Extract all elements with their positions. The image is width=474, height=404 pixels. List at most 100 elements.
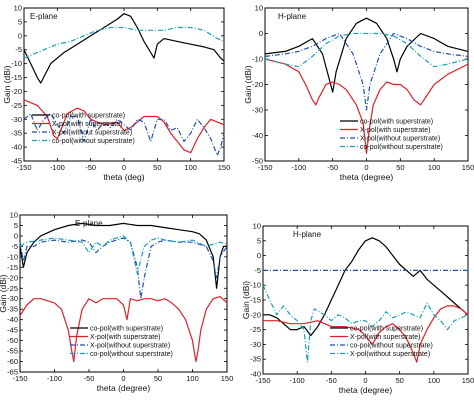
x-axis-label: theta (degree) <box>339 385 393 395</box>
x-tick-label: 150 <box>221 374 234 383</box>
series-line-3 <box>264 32 469 111</box>
y-tick-label: -25 <box>7 284 18 293</box>
x-tick-label: 0 <box>122 163 126 172</box>
legend-label: co-pol(with superstrate) <box>350 326 423 333</box>
y-tick-label: -45 <box>7 326 18 335</box>
y-tick-label: -10 <box>7 252 18 261</box>
series-line-2 <box>264 58 469 154</box>
series-line-4 <box>23 26 225 59</box>
y-tick-label: 0 <box>18 31 22 40</box>
legend: co-pol(with superstrate)X-pol(with super… <box>70 326 173 358</box>
x-tick-label: -150 <box>257 163 272 172</box>
x-tick-label: 50 <box>395 376 403 385</box>
plot-area <box>262 225 469 375</box>
x-tick-label: -50 <box>326 376 337 385</box>
legend-label: co-pol(with superstrate) <box>90 326 163 333</box>
panel-title: E-plane <box>30 12 58 21</box>
y-tick-label: -10 <box>11 59 22 68</box>
y-tick-label: -10 <box>250 281 261 290</box>
plot-area <box>23 7 225 162</box>
y-tick-label: -20 <box>250 310 261 319</box>
y-tick-label: -65 <box>7 368 18 377</box>
x-tick-label: -150 <box>12 374 27 383</box>
y-tick-label: -45 <box>11 157 22 166</box>
panel-title: H-plane <box>293 230 322 239</box>
legend: co-pol(with superstrate)X-pol(with super… <box>330 326 433 358</box>
y-tick-label: -15 <box>250 296 261 305</box>
y-tick-label: -35 <box>250 355 261 364</box>
y-tick-label: -10 <box>252 55 263 64</box>
x-tick-label: 150 <box>462 163 474 172</box>
chart-panel-3: -150 -100 -50 0 50 100 1501050-5-10-15-20-25-3… <box>0 211 233 394</box>
y-tick-label: -30 <box>7 294 18 303</box>
x-axis-label: theta (degree) <box>340 172 394 182</box>
legend-label: co-pol(with superstrate) <box>360 119 433 126</box>
x-tick-label: 50 <box>396 163 404 172</box>
y-axis-label: Gain (dBi) <box>0 274 8 312</box>
x-tick-label: 50 <box>153 163 161 172</box>
x-tick-label: -50 <box>84 374 95 383</box>
x-tick-label: -150 <box>255 376 270 385</box>
legend-label: X-pol(with superstrate) <box>360 127 430 134</box>
x-tick-label: 0 <box>364 163 368 172</box>
y-tick-label: -20 <box>11 87 22 96</box>
x-tick-label: 150 <box>218 163 231 172</box>
x-tick-label: 100 <box>186 374 199 383</box>
y-tick-label: -20 <box>252 80 263 89</box>
x-tick-label: -100 <box>50 163 65 172</box>
x-tick-label: -50 <box>85 163 96 172</box>
legend-label: X-pol(without superstrate) <box>90 343 170 350</box>
x-tick-label: 50 <box>154 374 162 383</box>
y-tick-label: 5 <box>257 236 261 245</box>
y-tick-label: -40 <box>252 131 263 140</box>
x-tick-label: -100 <box>47 374 62 383</box>
x-axis-label: theta (degree) <box>97 383 151 393</box>
y-tick-label: -40 <box>250 370 261 379</box>
y-tick-label: 10 <box>10 211 18 220</box>
legend-label: X-pol(with superstrate) <box>350 334 420 341</box>
legend-label: co-pol(without superstrate) <box>90 351 173 358</box>
y-tick-label: -15 <box>11 73 22 82</box>
legend: co-pol(with superstrate)X-pol(with super… <box>340 119 443 151</box>
x-tick-label: 100 <box>428 163 441 172</box>
y-tick-label: -35 <box>7 305 18 314</box>
y-tick-label: -5 <box>11 242 18 251</box>
y-tick-label: -25 <box>11 101 22 110</box>
series-line-3 <box>23 113 225 156</box>
x-tick-label: 150 <box>462 376 474 385</box>
y-tick-label: 10 <box>255 4 263 13</box>
y-axis-label: Gain (dBi) <box>243 65 253 103</box>
series-line-2 <box>19 296 228 363</box>
y-tick-label: 0 <box>259 29 263 38</box>
legend-label: X-pol(without superstrate) <box>360 136 440 143</box>
y-tick-label: -40 <box>11 143 22 152</box>
y-axis-label: Gain (dBi) <box>2 65 12 103</box>
series-line-2 <box>23 99 225 154</box>
chart-panel-4: -150 -100 -50 0 50 100 1501050-5-10-15-20-25-3… <box>241 222 474 396</box>
legend-label: co-pol(without superstrate) <box>52 138 135 145</box>
panel-title: E-plane <box>75 219 103 228</box>
y-axis-label: Gain (dBi) <box>241 281 251 319</box>
series-line-4 <box>19 235 228 275</box>
series-line-3 <box>19 237 228 300</box>
y-tick-label: 5 <box>18 17 22 26</box>
y-tick-label: 10 <box>14 4 22 13</box>
legend-label: co-pol(with superstrate) <box>52 113 125 120</box>
x-tick-label: -150 <box>16 163 31 172</box>
series-line-1 <box>263 237 469 337</box>
legend: co-pol(with superstrate)X-pol(with super… <box>32 113 135 145</box>
x-tick-label: 0 <box>121 374 125 383</box>
y-tick-label: -40 <box>7 315 18 324</box>
y-tick-label: 5 <box>14 221 18 230</box>
y-tick-label: 0 <box>257 251 261 260</box>
y-tick-label: -25 <box>250 325 261 334</box>
y-tick-label: -50 <box>7 336 18 345</box>
x-tick-label: 0 <box>363 376 367 385</box>
chart-panel-1: -150 -100 -50 0 50 100 1501050-5-10-15-20-25-3… <box>2 4 230 183</box>
y-tick-label: 0 <box>14 231 18 240</box>
x-tick-label: 100 <box>184 163 197 172</box>
y-tick-label: -5 <box>254 266 261 275</box>
y-tick-label: 10 <box>253 222 261 231</box>
legend-label: X-pol(without superstrate) <box>52 130 132 137</box>
